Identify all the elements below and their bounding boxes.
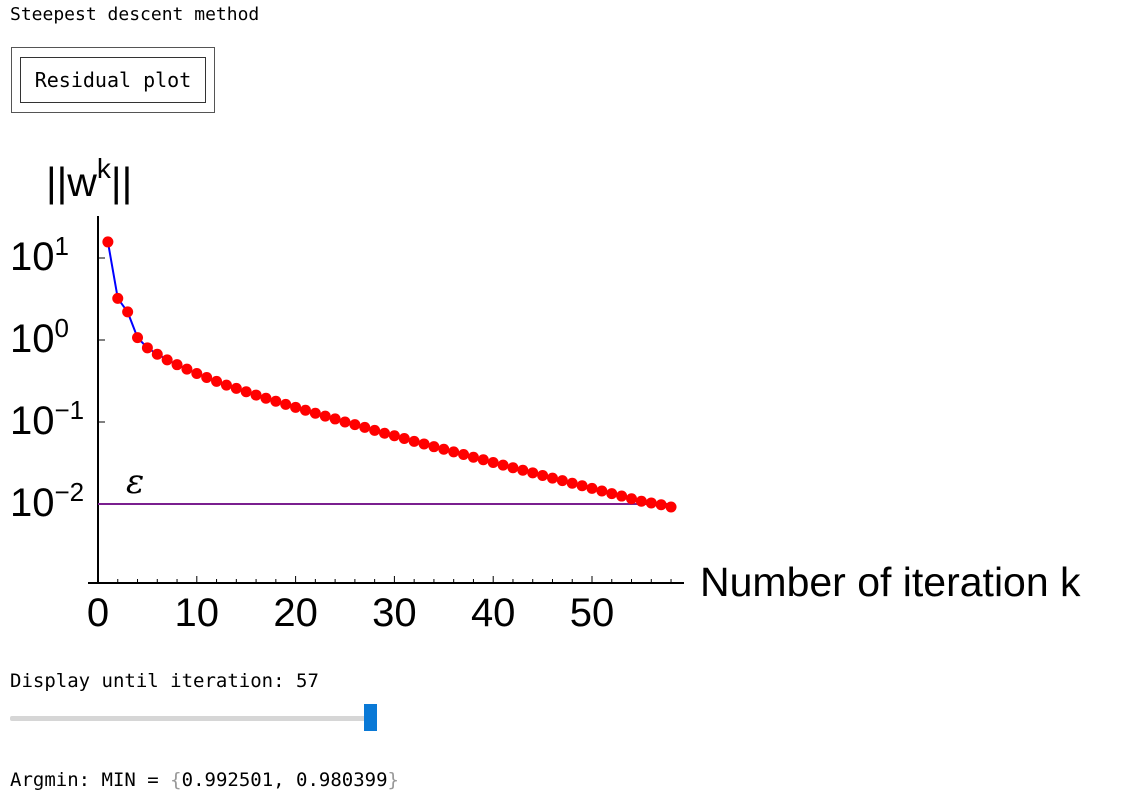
residual-point	[408, 435, 420, 447]
x-tick-label: 20	[273, 591, 318, 635]
epsilon-label: ε	[126, 462, 144, 502]
residual-point	[635, 495, 647, 507]
argmin-values: 0.992501, 0.980399	[181, 769, 388, 791]
iteration-slider-track[interactable]	[10, 716, 370, 721]
residual-point	[556, 475, 568, 487]
residual-point	[655, 499, 667, 511]
residual-point	[527, 467, 539, 479]
residual-point	[477, 454, 489, 466]
residual-point	[349, 419, 361, 431]
residual-point	[329, 413, 341, 425]
residual-point	[339, 416, 351, 428]
residual-point	[220, 379, 232, 391]
residual-point	[665, 501, 677, 513]
x-tick-label: 30	[372, 591, 417, 635]
x-tick-label: 0	[87, 591, 109, 635]
residual-point	[586, 482, 598, 494]
residual-point	[122, 306, 134, 318]
residual-point	[191, 368, 203, 380]
residual-point	[418, 438, 430, 450]
residual-point	[487, 456, 499, 468]
residual-point	[626, 493, 638, 505]
x-axis-title: Number of iteration k	[700, 559, 1081, 605]
slider-label-prefix: Display until iteration:	[10, 670, 285, 692]
page-title: Steepest descent method	[10, 4, 260, 25]
residual-point	[102, 236, 114, 248]
residual-point	[606, 488, 618, 500]
residual-chart: 0 10 20 30 40 50 101 100 10−1 10−2 ε ||wk|| Number o…	[10, 153, 1081, 635]
residual-point	[596, 485, 608, 497]
residual-plot-button[interactable]: Residual plot	[20, 57, 206, 103]
residual-point	[369, 424, 381, 436]
residual-point	[270, 395, 282, 407]
chart-marks	[98, 236, 677, 513]
residual-point	[181, 363, 193, 375]
x-tick-label: 10	[175, 591, 220, 635]
residual-point	[240, 386, 252, 398]
residual-point	[161, 354, 173, 366]
residual-point	[260, 392, 272, 404]
residual-point	[546, 472, 558, 484]
residual-point	[280, 398, 292, 410]
residual-point	[112, 292, 124, 304]
residual-point	[398, 432, 410, 444]
residual-point	[388, 430, 400, 442]
argmin-readout: Argmin: MIN = {0.992501, 0.980399}	[10, 769, 399, 791]
argmin-prefix: Argmin: MIN =	[10, 769, 159, 791]
residual-point	[645, 497, 657, 509]
residual-point	[151, 348, 163, 360]
slider-value: 57	[296, 670, 319, 692]
y-tick-label: 101	[10, 231, 69, 279]
residual-point	[507, 462, 519, 474]
residual-point	[250, 389, 262, 401]
residual-point	[566, 477, 578, 489]
residual-point	[438, 443, 450, 455]
x-tick-label: 50	[570, 591, 615, 635]
residual-point	[467, 451, 479, 463]
residual-point	[171, 359, 183, 371]
chart-labels: 0 10 20 30 40 50 101 100 10−1 10−2 ε ||wk|| Number o…	[10, 153, 1081, 635]
y-axis-title: ||wk||	[46, 153, 132, 205]
residual-point	[576, 480, 588, 492]
residual-point	[309, 407, 321, 419]
slider-label: Display until iteration: 57	[10, 670, 319, 692]
residual-point	[458, 449, 470, 461]
residual-point	[319, 410, 331, 422]
residual-point	[290, 401, 302, 413]
residual-point	[359, 421, 371, 433]
argmin-close-brace: }	[387, 769, 399, 791]
residual-point	[141, 342, 153, 354]
argmin-open-brace: {	[170, 769, 182, 791]
x-tick-label: 40	[471, 591, 516, 635]
residual-point	[211, 375, 223, 387]
residual-point	[517, 464, 529, 476]
residual-point	[379, 427, 391, 439]
button-frame	[11, 47, 215, 113]
residual-point	[132, 332, 144, 344]
y-tick-label: 10−1	[10, 395, 84, 443]
iteration-slider-thumb[interactable]	[364, 704, 377, 731]
residual-point	[616, 490, 628, 502]
residual-point	[299, 404, 311, 416]
residual-point	[537, 469, 549, 481]
residual-point	[230, 382, 242, 394]
chart-axes	[88, 216, 684, 584]
y-tick-label: 10−2	[10, 477, 84, 525]
y-tick-label: 100	[10, 313, 69, 361]
residual-point	[428, 441, 440, 453]
residual-point	[201, 371, 213, 383]
residual-point	[448, 446, 460, 458]
residual-point	[497, 459, 509, 471]
